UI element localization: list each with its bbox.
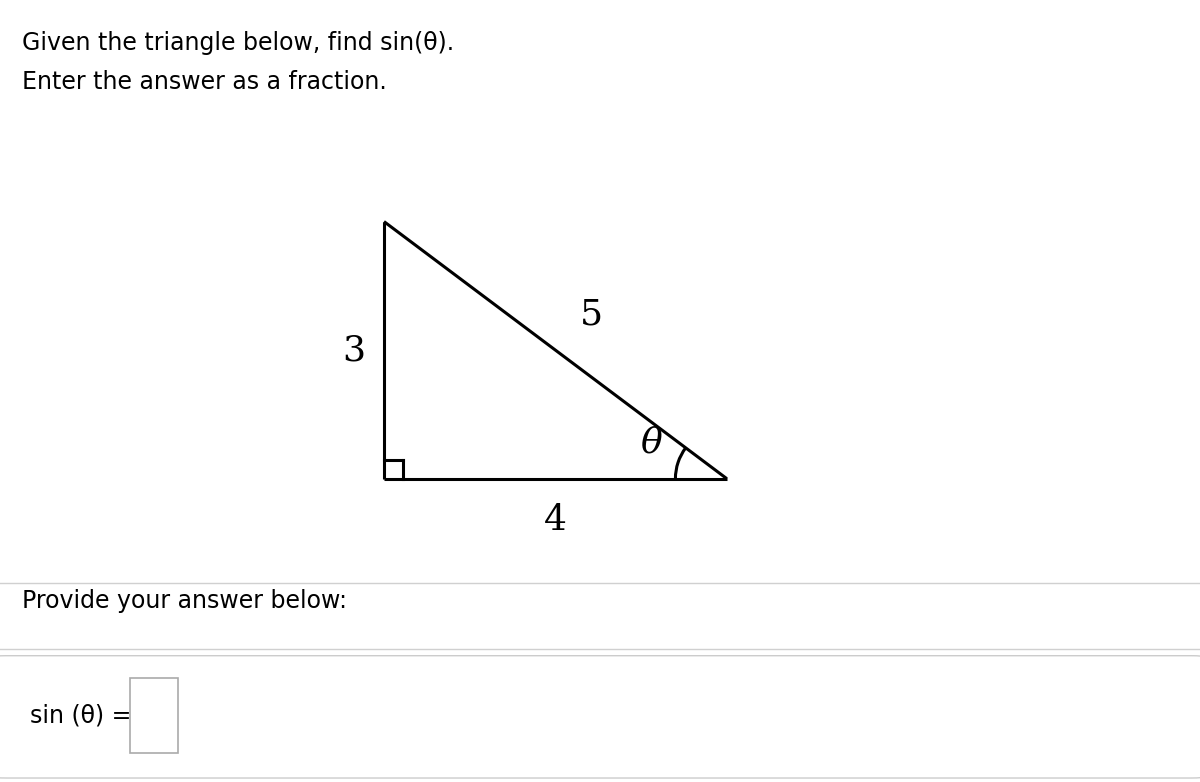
FancyBboxPatch shape [0,655,1200,778]
Text: Enter the answer as a fraction.: Enter the answer as a fraction. [22,70,386,95]
Text: θ: θ [641,426,662,460]
Text: sin (θ) =: sin (θ) = [30,704,131,727]
Text: Provide your answer below:: Provide your answer below: [22,589,347,613]
Text: 5: 5 [580,297,602,332]
Text: 3: 3 [342,333,365,367]
FancyBboxPatch shape [130,678,178,753]
Text: Given the triangle below, find sin(θ).: Given the triangle below, find sin(θ). [22,31,454,56]
Text: 4: 4 [544,503,566,536]
